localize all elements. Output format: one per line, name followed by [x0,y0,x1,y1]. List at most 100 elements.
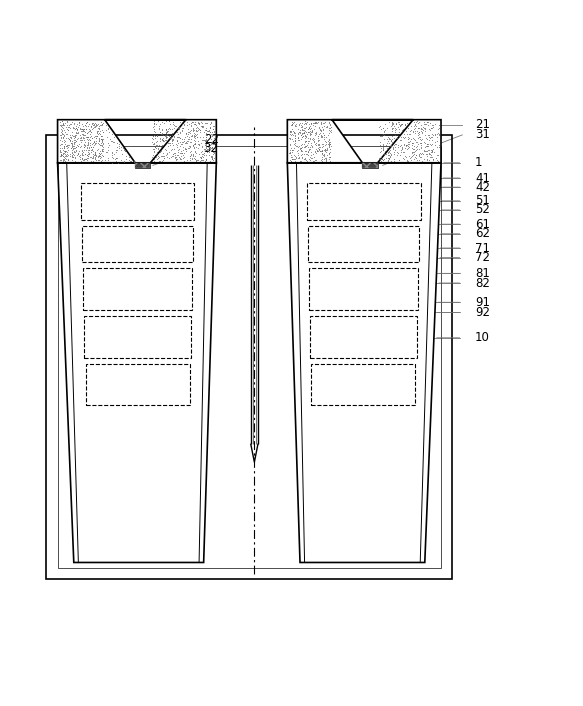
Point [301,131,310,142]
Point [209,147,218,158]
Point [199,134,208,145]
Point [296,127,305,138]
Point [105,126,114,137]
Point [96,148,106,159]
Point [375,154,384,165]
Point [89,140,99,151]
Point [405,141,414,152]
Point [203,125,212,136]
Point [419,145,429,157]
Bar [308,226,419,262]
Point [401,119,410,130]
Point [322,132,331,143]
Point [386,145,395,156]
Point [286,128,295,140]
Point [96,131,106,142]
Point [383,146,392,157]
Point [64,139,73,150]
Point [157,151,166,162]
Point [191,119,201,131]
Point [201,138,210,149]
Point [421,145,430,157]
Bar [80,183,194,220]
Point [152,139,161,150]
Point [176,153,185,164]
Point [309,133,318,145]
Point [84,123,93,134]
Point [151,141,160,152]
Point [68,150,77,161]
Point [202,117,212,128]
Point [291,140,300,152]
Point [286,155,296,167]
Point [98,118,107,129]
Point [69,151,78,162]
Point [310,136,319,148]
Point [287,133,296,144]
Point [161,127,171,138]
Point [63,146,72,157]
Point [321,121,331,133]
Point [174,121,184,133]
Point [396,119,405,130]
Point [55,120,65,131]
Point [305,132,314,143]
Point [397,118,406,129]
Point [380,147,389,158]
Point [72,140,81,151]
Point [302,155,311,167]
Point [433,128,442,139]
Point [405,128,415,140]
Point [305,152,314,163]
Point [322,146,331,157]
Point [412,125,422,136]
Point [311,140,321,151]
Point [180,144,189,155]
Point [412,136,421,148]
Point [295,127,304,138]
Point [325,134,334,145]
Point [97,133,106,145]
Point [401,143,410,154]
Point [407,146,416,157]
Point [202,147,212,158]
Point [381,140,391,151]
Point [70,134,79,145]
Point [97,131,106,142]
Point [412,136,421,148]
Point [91,155,100,166]
Point [75,138,84,150]
Point [61,132,71,143]
Bar [363,163,378,168]
Point [379,133,388,144]
Point [199,131,208,143]
Point [405,150,414,162]
Point [297,144,306,155]
Point [72,124,82,135]
Point [191,155,201,167]
Point [380,126,389,137]
Point [413,140,422,152]
Point [60,146,69,157]
Point [150,155,159,166]
Point [57,136,66,147]
Point [88,119,97,131]
Point [412,155,422,166]
Point [77,148,86,160]
Point [312,145,322,157]
Point [65,135,74,146]
Polygon shape [287,120,441,163]
Point [183,123,192,134]
Point [285,155,294,166]
Point [201,136,210,147]
Point [326,126,335,137]
Point [390,142,399,153]
Point [74,140,83,152]
Point [286,138,295,150]
Bar [85,316,191,357]
Point [209,127,218,138]
Point [425,133,434,144]
Point [152,153,161,164]
Point [290,139,299,150]
Point [288,153,297,164]
